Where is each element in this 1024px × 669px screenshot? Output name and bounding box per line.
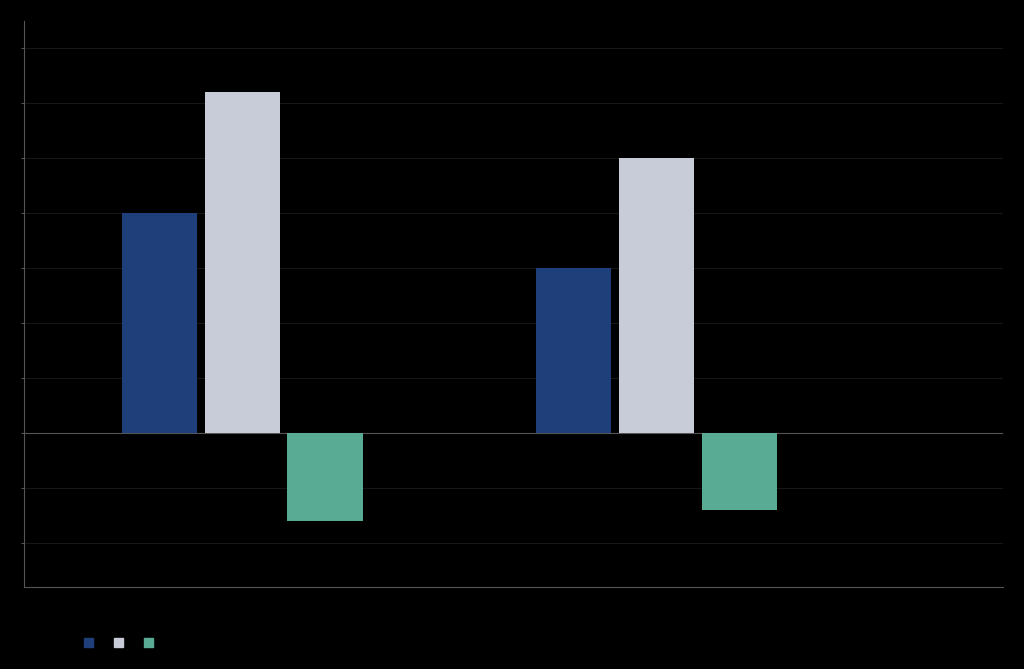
Bar [205,92,280,434]
Bar [536,268,611,434]
Bar [122,213,197,434]
Legend: , , : , , [79,632,160,655]
Bar [288,434,362,521]
Bar [618,159,694,434]
Bar [701,434,777,510]
